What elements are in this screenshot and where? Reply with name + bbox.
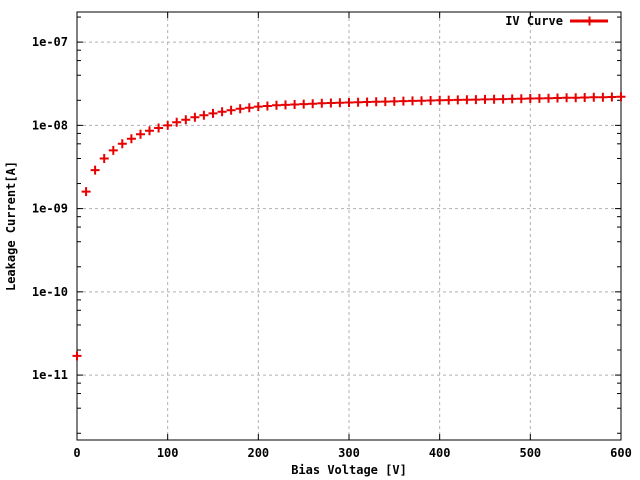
y-tick-label: 1e-07 <box>32 35 68 49</box>
x-tick-label: 500 <box>519 446 541 460</box>
x-tick-label: 0 <box>73 446 80 460</box>
y-tick-label: 1e-08 <box>32 118 68 132</box>
axis-ticks <box>76 12 622 440</box>
x-tick-label: 600 <box>610 446 632 460</box>
y-tick-label: 1e-10 <box>32 285 68 299</box>
y-tick-label: 1e-11 <box>32 368 68 382</box>
y-tick-labels: 1e-07 1e-08 1e-09 1e-10 1e-11 <box>32 35 68 382</box>
grid-lines <box>77 12 621 440</box>
x-axis-title: Bias Voltage [V] <box>291 463 407 477</box>
legend-plus-marker-icon <box>585 16 594 26</box>
x-tick-label: 400 <box>429 446 451 460</box>
x-tick-label: 100 <box>157 446 179 460</box>
plot-border <box>76 11 622 441</box>
x-tick-labels: 0 100 200 300 400 500 600 <box>73 446 631 460</box>
y-tick-label: 1e-09 <box>32 202 68 216</box>
data-point-markers <box>72 92 626 361</box>
legend-label: IV Curve <box>505 14 563 28</box>
legend: IV Curve <box>505 14 608 28</box>
iv-curve-series <box>72 92 626 361</box>
x-tick-label: 300 <box>338 446 360 460</box>
x-tick-label: 200 <box>247 446 269 460</box>
y-axis-title: Leakage Current[A] <box>4 161 18 291</box>
